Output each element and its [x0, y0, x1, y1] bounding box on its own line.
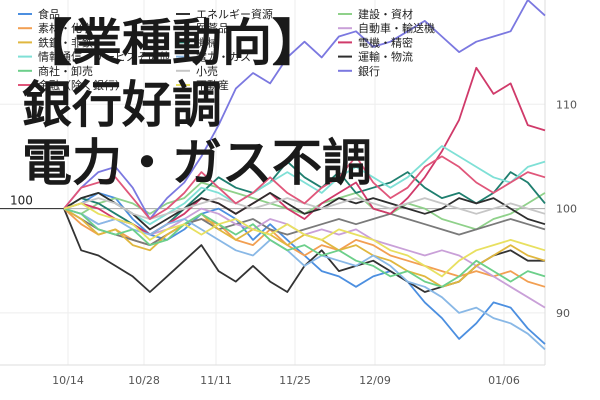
- grid: [0, 0, 546, 366]
- legend-label: 不動産: [196, 78, 229, 92]
- legend-label: 建設・資材: [358, 7, 413, 21]
- x-tick-label: 12/09: [359, 374, 391, 387]
- series-line-電機・精密: [63, 66, 546, 236]
- legend-label: 運輸・物流: [358, 50, 413, 64]
- x-axis-ticks: 10/14 10/28 11/11 11/25 12/09 01/06: [52, 374, 520, 387]
- x-tick-label: 10/14: [52, 374, 84, 387]
- legend-label: 小売: [196, 65, 218, 78]
- y-tick-label: 100: [556, 203, 577, 216]
- legend-label: 医薬品: [196, 22, 229, 35]
- x-tick-label: 10/28: [128, 374, 160, 387]
- series-line-医薬品: [63, 207, 546, 247]
- series-line-金融（除く銀行）: [63, 155, 546, 220]
- headline-line: 【業種動向】: [22, 14, 322, 72]
- series-line-鉄鋼・非鉄: [63, 207, 546, 288]
- legend-label: 銀行: [358, 64, 380, 78]
- y-axis-ticks: 110 100 90: [556, 98, 577, 320]
- series-line-運輸・物流: [63, 191, 546, 231]
- legend-label: 電力・ガス: [196, 51, 251, 64]
- series-line-自動車・輸送機: [63, 207, 546, 309]
- legend-label: 鉄鋼・非鉄: [38, 35, 93, 49]
- legend-label: 自動車・輸送機: [358, 21, 435, 35]
- legend-label: 金融（除く銀行）: [38, 78, 126, 92]
- series-lines: [63, 0, 546, 351]
- legend-label: エネルギー資源: [196, 7, 273, 21]
- series-line-商社・卸売: [63, 207, 546, 288]
- headline-line: 電力・ガス不調: [22, 134, 372, 192]
- y-tick-label: 110: [556, 98, 577, 111]
- legend-label: 情報通信・サービスその他: [38, 51, 170, 64]
- x-tick-label: 11/25: [279, 374, 311, 387]
- series-line-素材・化学: [63, 207, 546, 288]
- series-line-銀行: [63, 0, 546, 220]
- series-line-電力・ガス: [63, 207, 546, 351]
- headline-line: 銀行好調: [22, 76, 222, 134]
- x-tick-label: 11/11: [200, 374, 232, 387]
- legend-label: 機械: [196, 35, 218, 49]
- x-tick-label: 01/06: [488, 374, 520, 387]
- legend-label: 電機・精密: [358, 35, 413, 49]
- y-tick-label: 90: [556, 307, 570, 320]
- series-line-情報通信・サービスその他: [63, 145, 546, 226]
- series-line-不動産: [63, 202, 546, 278]
- reference-line-label: 100: [10, 194, 33, 208]
- legend-label: 食品: [38, 7, 60, 21]
- legend-label: 素材・化学: [38, 21, 93, 35]
- legend-label: 商社・卸売: [38, 64, 93, 78]
